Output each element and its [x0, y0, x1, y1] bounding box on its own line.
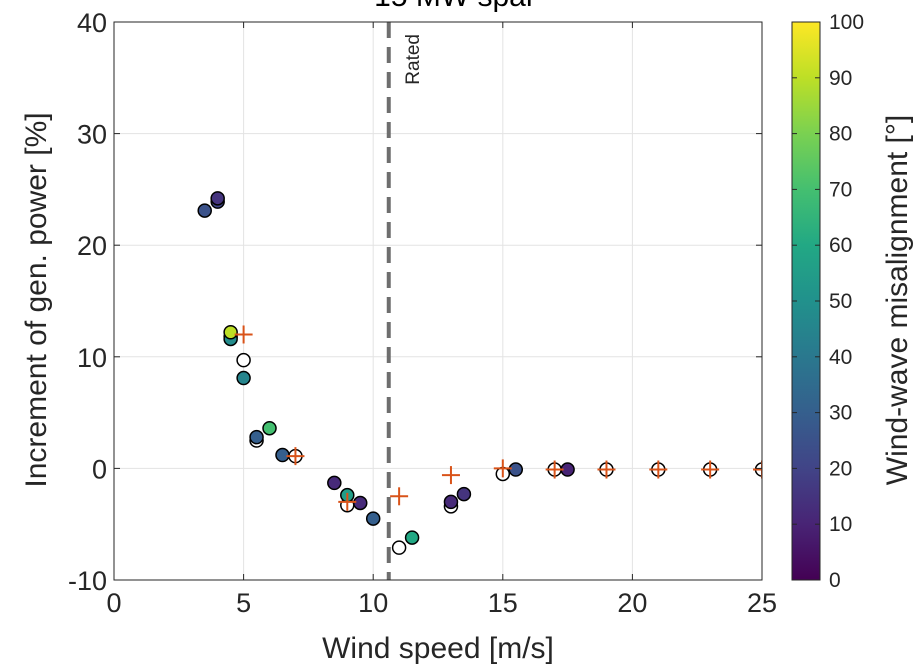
- chart-title: 15 MW spar: [374, 0, 536, 13]
- filled-circle-point: [275, 447, 290, 463]
- colorbar-tick-label: 90: [829, 67, 852, 90]
- plus-point: [701, 460, 720, 479]
- plot-background: [114, 22, 762, 580]
- y-tick-label: 20: [77, 231, 107, 261]
- filled-circle-point: [327, 475, 342, 491]
- plus-point: [649, 460, 668, 479]
- data-points: [197, 191, 762, 555]
- x-axis-label: Wind speed [m/s]: [322, 632, 554, 665]
- colorbar-tick-label: 100: [829, 11, 864, 34]
- plot-frame: [113, 21, 763, 581]
- plus-point: [493, 459, 512, 478]
- y-axis-ticks: -10 0 10 20 30 40: [68, 8, 762, 596]
- rated-marker: Rated: [386, 22, 424, 580]
- colorbar-tick-label: 70: [829, 178, 852, 201]
- colorbar-ticks: 0 10 20 30 40 50 60 70 80 90 100: [792, 11, 864, 592]
- filled-circle-point: [262, 420, 277, 436]
- filled-circle-point: [443, 494, 459, 510]
- filled-circle-point: [352, 495, 368, 511]
- y-axis-label: Increment of gen. power [%]: [20, 112, 53, 487]
- y-tick-label: 30: [77, 120, 107, 150]
- colorbar-tick-label: 50: [829, 290, 852, 313]
- plus-point: [338, 492, 357, 511]
- plus-point: [234, 325, 253, 344]
- filled-circle-point: [508, 462, 524, 477]
- open-circle-point: [236, 352, 251, 368]
- colorbar-tick-label: 30: [829, 402, 852, 425]
- rated-label: Rated: [403, 34, 424, 85]
- y-tick-label: 10: [77, 343, 107, 373]
- colorbar-tick-label: 10: [829, 513, 852, 536]
- x-tick-label: 20: [617, 588, 647, 618]
- plus-point: [753, 460, 762, 479]
- x-axis-ticks: 0 5 10 15 20 25: [106, 22, 777, 618]
- colorbar-label: Wind-wave misalignment [°]: [881, 115, 914, 485]
- x-tick-label: 5: [236, 588, 251, 618]
- colorbar-tick-label: 60: [829, 234, 852, 257]
- plus-point: [545, 460, 564, 479]
- open-circle-point: [391, 540, 407, 555]
- filled-circle-point: [210, 191, 225, 206]
- filled-circle-point: [404, 530, 420, 545]
- y-tick-label: 0: [92, 454, 107, 484]
- grid-lines: [114, 22, 762, 580]
- colorbar-tick-label: 40: [829, 346, 852, 369]
- x-tick-label: 10: [358, 588, 388, 618]
- y-tick-label: 40: [77, 8, 107, 38]
- x-tick-label: 0: [106, 588, 121, 618]
- plus-point: [597, 460, 616, 479]
- plus-point: [441, 466, 460, 485]
- colorbar-tick-label: 20: [829, 457, 852, 480]
- x-tick-label: 15: [488, 588, 518, 618]
- colorbar-tick-label: 0: [829, 569, 841, 592]
- filled-circle-point: [249, 429, 264, 445]
- filled-circle-point: [223, 324, 238, 340]
- filled-circle-point: [456, 486, 472, 502]
- y-tick-label: -10: [68, 566, 107, 596]
- filled-circle-point: [365, 511, 381, 526]
- plus-point: [390, 487, 409, 506]
- x-tick-label: 25: [747, 588, 777, 618]
- filled-circle-point: [197, 203, 212, 218]
- plus-point: [286, 447, 305, 466]
- colorbar-tick-label: 80: [829, 123, 852, 146]
- filled-circle-point: [236, 370, 251, 386]
